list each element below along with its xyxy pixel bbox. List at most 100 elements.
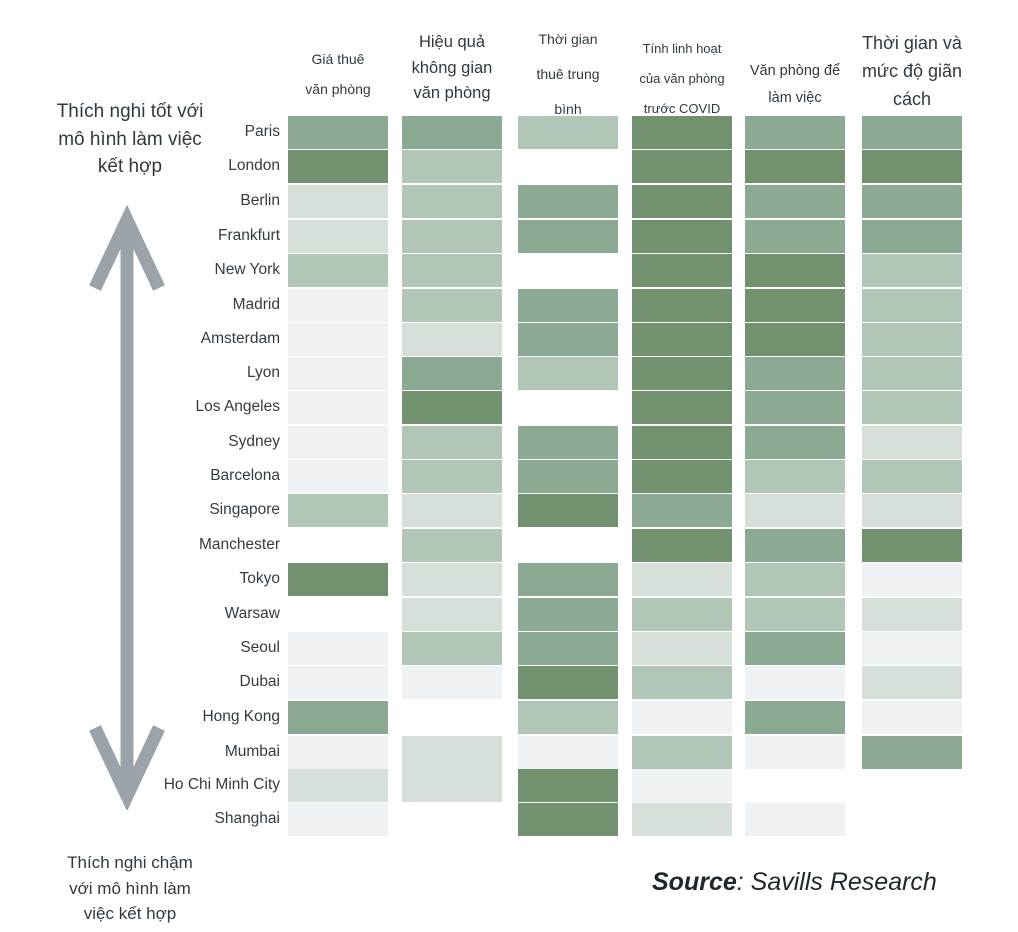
- heatmap-cell: [402, 150, 502, 183]
- heatmap-cell: [288, 701, 388, 734]
- heatmap-cell: [632, 529, 732, 562]
- heatmap-cell: [745, 460, 845, 493]
- row-label: Ho Chi Minh City: [163, 776, 280, 793]
- heatmap-cell: [745, 803, 845, 836]
- heatmap-cell: [632, 803, 732, 836]
- heatmap-cell: [402, 185, 502, 218]
- heatmap-cell: [632, 357, 732, 390]
- heatmap-cell: [288, 254, 388, 287]
- heatmap-cell: [862, 289, 962, 322]
- heatmap-cell: [632, 289, 732, 322]
- heatmap-cell: [518, 632, 618, 665]
- heatmap-cell: [862, 632, 962, 665]
- row-label: Sydney: [228, 433, 280, 450]
- heatmap-cell: [632, 391, 732, 424]
- heatmap-cell: [862, 563, 962, 596]
- heatmap-cell: [288, 563, 388, 596]
- heatmap-cell: [518, 323, 618, 356]
- heatmap-cell: [632, 426, 732, 459]
- heatmap-cell: [632, 185, 732, 218]
- heatmap-cell: [862, 116, 962, 149]
- heatmap-cell: [518, 185, 618, 218]
- heatmap-cell: [288, 769, 388, 802]
- heatmap-cell: [288, 323, 388, 356]
- heatmap-cell: [862, 701, 962, 734]
- heatmap-cell: [518, 357, 618, 390]
- heatmap-cell: [862, 598, 962, 631]
- heatmap-cell: [862, 736, 962, 769]
- row-label: Shanghai: [214, 810, 280, 827]
- heatmap-cell: [288, 632, 388, 665]
- column-header: Thời gian thuê trung bình: [536, 31, 600, 117]
- heatmap-cell: [402, 323, 502, 356]
- heatmap-cell: [288, 185, 388, 218]
- row-label: Frankfurt: [217, 227, 280, 244]
- heatmap-cell: [862, 220, 962, 253]
- heatmap-cell: [862, 185, 962, 218]
- column-header: Thời gian và mức độ giãn cách: [861, 33, 963, 109]
- heatmap-cell: [518, 116, 618, 149]
- heatmap-cell: [632, 150, 732, 183]
- heatmap-cell: [745, 529, 845, 562]
- heatmap-cell: [288, 460, 388, 493]
- heatmap-cell: [745, 391, 845, 424]
- heatmap-cell: [518, 769, 618, 802]
- heatmap-cell: [402, 529, 502, 562]
- arrow-head-down: [89, 725, 165, 810]
- heatmap-cell: [745, 736, 845, 769]
- heatmap-cell: [862, 529, 962, 562]
- heatmap-cell: [745, 632, 845, 665]
- row-label: Los Angeles: [195, 398, 280, 415]
- column-header: Văn phòng để làm việc: [749, 63, 841, 106]
- heatmap-cell: [862, 150, 962, 183]
- heatmap-cell: [632, 220, 732, 253]
- column-header: Tính linh hoạt của văn phòng trước COVID: [639, 41, 725, 116]
- heatmap-cell: [402, 769, 502, 802]
- heatmap-cell: [288, 357, 388, 390]
- source-text: : Savills Research: [736, 868, 937, 896]
- heatmap-cell: [518, 666, 618, 699]
- heatmap-cell: [518, 701, 618, 734]
- heatmap-cell: [745, 666, 845, 699]
- heatmap-cell: [632, 460, 732, 493]
- heatmap-cell: [632, 323, 732, 356]
- heatmap-cell: [288, 494, 388, 527]
- heatmap-cell: [518, 563, 618, 596]
- double-arrow-icon: [89, 204, 165, 810]
- heatmap-cell: [745, 494, 845, 527]
- column-header: Giá thuê văn phòng: [305, 51, 371, 98]
- row-label: Singapore: [209, 501, 280, 518]
- row-label: Lyon: [246, 364, 280, 381]
- heatmap-cell: [402, 289, 502, 322]
- heatmap-cell: [288, 391, 388, 424]
- heatmap-cell: [518, 426, 618, 459]
- source-label: Source: [652, 868, 737, 896]
- heatmap-cell: [518, 736, 618, 769]
- heatmap-cell: [288, 803, 388, 836]
- heatmap-cell: [402, 116, 502, 149]
- heatmap-cell: [288, 116, 388, 149]
- heatmap-cell: [518, 803, 618, 836]
- heatmap-cell: [402, 220, 502, 253]
- heatmap-cell: [862, 391, 962, 424]
- heatmap-cell: [862, 426, 962, 459]
- heatmap-cell: [745, 426, 845, 459]
- heatmap-cell: [745, 254, 845, 287]
- heatmap-cell: [402, 666, 502, 699]
- row-label: Tokyo: [239, 570, 281, 587]
- heatmap-cell: [862, 666, 962, 699]
- heatmap-cell: [518, 494, 618, 527]
- row-label: Amsterdam: [200, 330, 280, 347]
- heatmap-cell: [632, 254, 732, 287]
- heatmap-cell: [632, 701, 732, 734]
- heatmap-cell: [402, 632, 502, 665]
- heatmap-cell: [402, 391, 502, 424]
- row-label: Seoul: [240, 639, 280, 656]
- row-label: Berlin: [240, 192, 280, 209]
- heatmap-cell: [288, 289, 388, 322]
- heatmap-cell: [402, 357, 502, 390]
- heatmap-cell: [518, 289, 618, 322]
- row-label: Paris: [244, 123, 280, 140]
- row-label: Mumbai: [224, 743, 280, 760]
- heatmap-cell: [632, 116, 732, 149]
